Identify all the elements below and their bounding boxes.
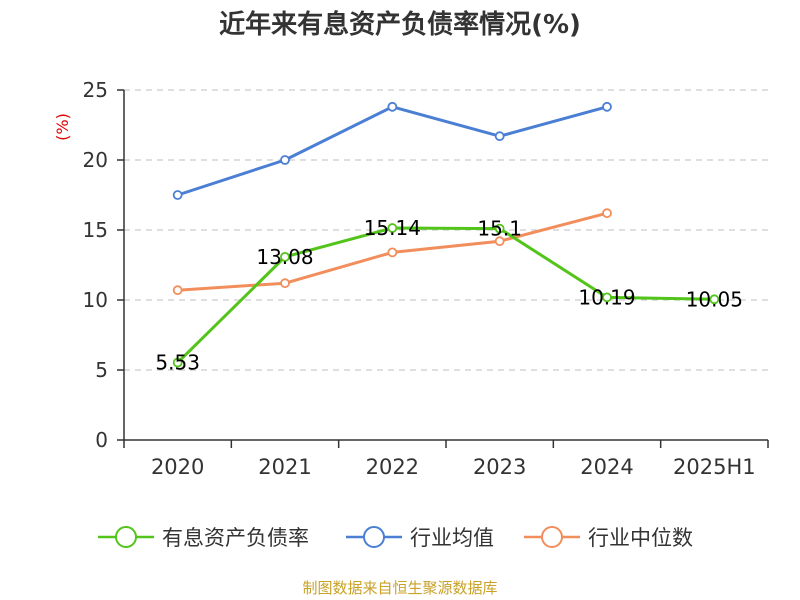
data-label: 5.53 <box>155 351 200 375</box>
data-label: 10.05 <box>686 287 743 311</box>
chart-title: 近年来有息资产负债率情况(%) <box>219 9 581 40</box>
y-tick-label: 20 <box>83 148 108 172</box>
data-label: 13.08 <box>256 245 313 269</box>
y-tick-label: 10 <box>83 288 108 312</box>
data-point[interactable] <box>494 131 505 142</box>
data-labels: 5.53 13.08 15.14 15.1 10.19 10.05 <box>155 216 743 375</box>
y-axis-unit: (%) <box>53 113 72 141</box>
axes: 0 5 10 15 20 25 2020 2021 2022 2023 2024 2025H1 <box>83 78 769 479</box>
grid-lines <box>124 89 768 371</box>
x-tick-label: 2022 <box>366 455 419 479</box>
data-point[interactable] <box>387 101 398 112</box>
data-point[interactable] <box>280 155 290 165</box>
legend-label: 行业均值 <box>410 526 494 550</box>
data-point[interactable] <box>602 208 612 219</box>
data-label: 15.14 <box>364 216 421 240</box>
series-layer <box>172 101 720 368</box>
legend[interactable]: 有息资产负债率 行业均值 行业中位数 <box>98 526 693 550</box>
data-point[interactable] <box>494 236 505 247</box>
data-point[interactable] <box>280 251 290 262</box>
legend-marker <box>541 526 563 548</box>
data-point[interactable] <box>172 285 183 296</box>
legend-item-1[interactable]: 行业均值 <box>346 526 494 550</box>
data-source-note: 制图数据来自恒生聚源数据库 <box>302 579 497 597</box>
data-point[interactable] <box>387 247 398 258</box>
legend-label: 有息资产负债率 <box>162 526 309 550</box>
x-tick-label: 2020 <box>151 455 204 479</box>
series-line-1 <box>177 105 608 197</box>
y-tick-label: 25 <box>83 78 108 102</box>
legend-marker <box>363 526 385 548</box>
x-tick-label: 2025H1 <box>673 455 756 479</box>
x-tick-label: 2021 <box>258 455 311 479</box>
data-point[interactable] <box>387 223 398 233</box>
y-tick-label: 15 <box>83 218 108 242</box>
data-point[interactable] <box>172 357 183 368</box>
y-tick-label: 5 <box>95 358 108 382</box>
legend-marker <box>115 526 137 548</box>
data-point[interactable] <box>494 223 505 234</box>
x-tick-label: 2024 <box>580 455 633 479</box>
legend-item-2[interactable]: 行业中位数 <box>524 526 693 550</box>
x-tick-label: 2023 <box>473 455 526 479</box>
data-point[interactable] <box>602 101 612 112</box>
data-label: 15.1 <box>477 217 522 241</box>
data-point[interactable] <box>602 292 612 303</box>
legend-item-0[interactable]: 有息资产负债率 <box>98 526 309 550</box>
data-point[interactable] <box>172 190 183 200</box>
data-point[interactable] <box>280 278 290 289</box>
y-tick-label: 0 <box>95 428 108 452</box>
data-label: 10.19 <box>578 285 635 309</box>
series-line-0 <box>176 226 715 364</box>
data-point[interactable] <box>709 294 720 305</box>
legend-label: 行业中位数 <box>588 526 693 550</box>
